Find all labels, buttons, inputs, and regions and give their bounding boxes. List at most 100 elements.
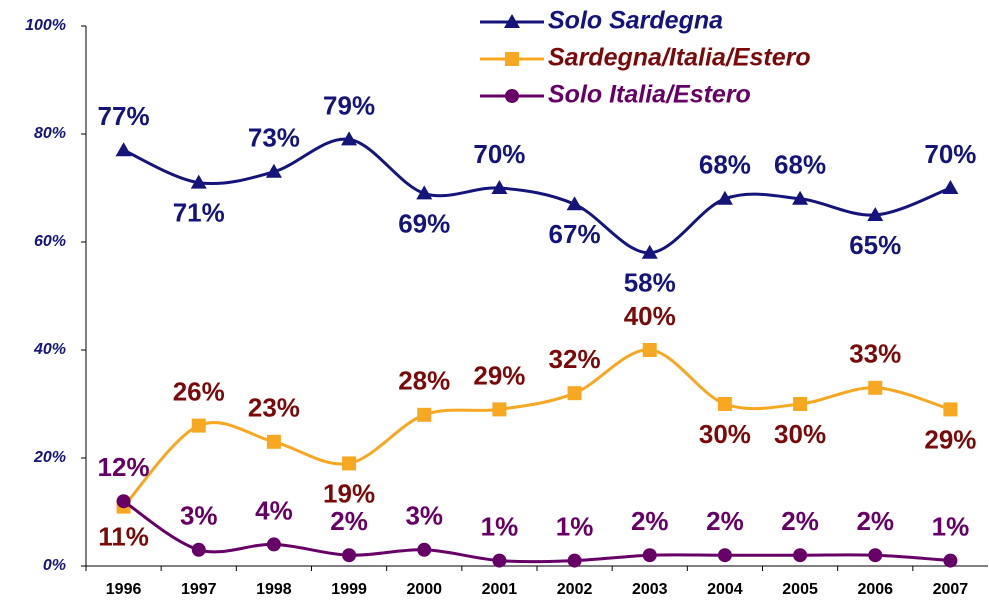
x-tick-label: 2001 [482, 581, 518, 598]
x-tick-label: 2002 [557, 581, 593, 598]
data-label: 65% [849, 230, 901, 260]
data-label: 58% [624, 268, 676, 298]
x-tick-label: 1997 [181, 581, 217, 598]
data-point [716, 190, 733, 205]
data-point [266, 537, 281, 552]
data-label: 29% [924, 424, 976, 454]
legend-label: Solo Italia/Estero [548, 81, 751, 109]
data-label: 1% [932, 511, 970, 541]
data-point [567, 553, 582, 568]
x-tick-label: 2007 [933, 581, 969, 598]
data-point [793, 397, 808, 411]
data-point [191, 542, 206, 557]
y-tick-label: 80% [34, 125, 66, 142]
data-label: 23% [248, 393, 300, 423]
y-tick-label: 100% [25, 17, 66, 34]
data-point [642, 343, 657, 357]
data-label: 4% [255, 495, 293, 525]
data-point [567, 386, 582, 401]
legend-marker [504, 14, 520, 28]
data-label: 30% [774, 419, 826, 449]
data-point [417, 407, 432, 422]
y-tick-label: 60% [34, 233, 66, 250]
data-point [566, 196, 583, 211]
y-tick-label: 0% [43, 557, 66, 574]
data-label: 19% [323, 478, 375, 508]
data-point [342, 548, 357, 563]
data-label: 71% [173, 197, 225, 227]
y-tick-label: 40% [33, 341, 66, 358]
x-tick-label: 2004 [707, 581, 743, 598]
data-label: 40% [624, 301, 676, 331]
data-label: 3% [405, 501, 443, 531]
series-line [122, 348, 951, 508]
data-point [266, 434, 281, 449]
data-point [341, 131, 358, 146]
data-point [342, 456, 357, 471]
legend-label: Sardegna/Italia/Estero [548, 44, 811, 72]
data-point [116, 494, 131, 509]
data-point [717, 548, 732, 563]
data-label: 67% [549, 219, 601, 249]
data-point [868, 548, 883, 563]
x-tick-label: 2003 [632, 581, 668, 598]
data-point [492, 402, 507, 417]
data-point [417, 542, 432, 557]
data-label: 1% [556, 511, 594, 541]
data-point [717, 397, 732, 411]
x-tick-label: 2006 [857, 581, 893, 598]
data-point [641, 244, 658, 259]
data-label: 3% [180, 501, 218, 531]
data-label: 70% [473, 139, 525, 169]
data-label: 69% [398, 208, 450, 238]
x-tick-label: 1998 [256, 581, 292, 598]
data-point [416, 185, 433, 200]
data-label: 28% [398, 366, 450, 396]
data-point [265, 163, 282, 178]
data-label: 2% [330, 506, 368, 536]
data-label: 2% [706, 506, 744, 536]
legend-label: Solo Sardegna [548, 7, 723, 35]
data-point [867, 207, 884, 221]
data-label: 32% [549, 344, 601, 374]
series-line [122, 499, 951, 564]
data-label: 2% [856, 506, 894, 536]
data-label: 73% [248, 123, 300, 153]
data-point [943, 553, 958, 568]
series-line [122, 137, 951, 255]
data-point [190, 174, 207, 189]
data-label: 12% [98, 452, 150, 482]
data-point [942, 180, 959, 194]
data-point [492, 553, 507, 568]
legend-marker [505, 89, 519, 103]
x-tick-label: 2005 [782, 581, 818, 598]
data-label: 2% [631, 506, 669, 536]
data-point [191, 418, 206, 433]
data-label: 2% [781, 506, 819, 536]
data-label: 30% [699, 419, 751, 449]
data-point [792, 190, 809, 205]
data-label: 77% [98, 101, 150, 131]
data-label: 11% [98, 521, 149, 551]
data-label: 26% [173, 376, 225, 406]
data-label: 29% [473, 360, 525, 390]
x-tick-label: 1999 [331, 581, 367, 598]
data-label: 33% [849, 339, 901, 369]
x-tick-label: 1996 [106, 581, 142, 598]
data-label: 68% [699, 150, 751, 180]
data-label: 68% [774, 150, 826, 180]
x-tick-label: 2000 [406, 581, 442, 598]
data-point [793, 548, 808, 563]
data-label: 1% [481, 511, 519, 541]
data-point [115, 142, 132, 157]
data-point [642, 548, 657, 563]
data-point [868, 380, 883, 395]
legend-marker [505, 52, 519, 66]
data-label: 70% [924, 139, 976, 169]
data-point [943, 402, 958, 417]
y-tick-label: 20% [33, 449, 66, 466]
data-point [491, 180, 508, 194]
data-label: 79% [323, 90, 375, 120]
